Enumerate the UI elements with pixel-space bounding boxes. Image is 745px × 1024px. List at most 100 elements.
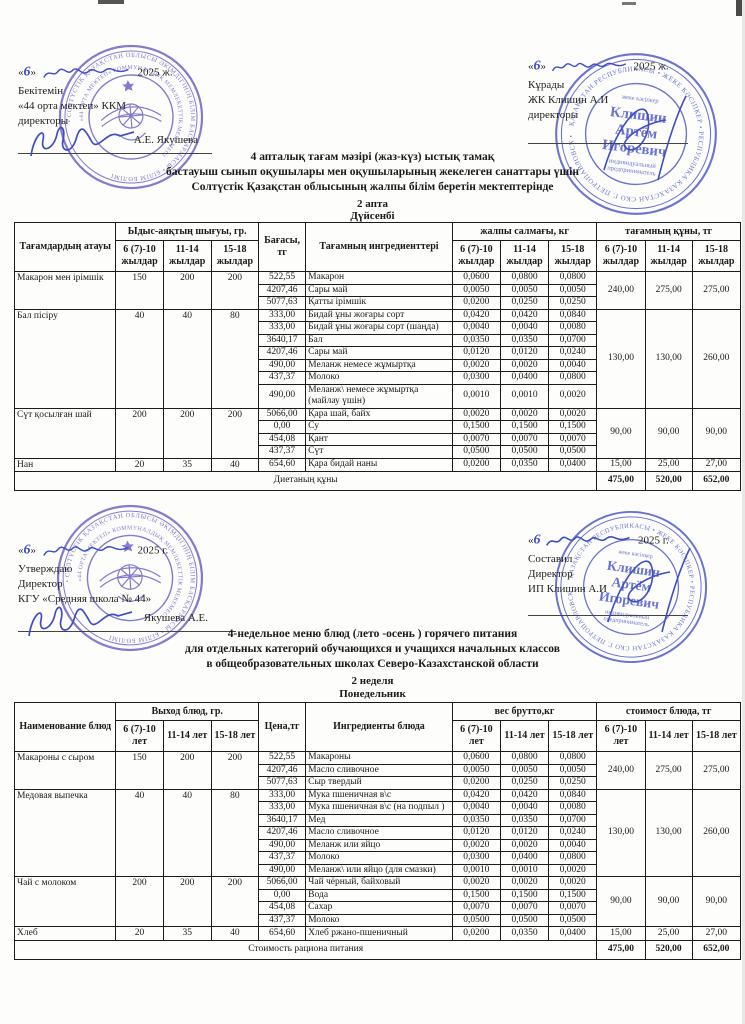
ru-title-line: для отдельных категорий обучающихся и уч…: [185, 643, 560, 655]
gross-weight: 0,0250: [499, 296, 550, 310]
ru-week-label: 2 неделя: [351, 675, 394, 687]
table-row: 3640,17 Мед 0,0350 0,0350 0,0700: [15, 813, 741, 827]
col-header-age-group: 15-18 лет: [210, 720, 259, 752]
ingredient-price: 3640,17: [257, 813, 307, 827]
ingredient-price: 522,55: [257, 271, 307, 285]
ingredient-price: 333,00: [257, 788, 307, 802]
table-row: 437,37 Молоко 0,0300 0,0400 0,0800: [15, 851, 741, 865]
col-header-output: Ыдыс-аяқтың шығуы, гр.: [115, 222, 259, 241]
scan-artifact: [742, 0, 745, 1024]
sign-line: Директор: [18, 578, 63, 590]
ingredient-name: Меланж\ немесе жұмыртқа (майлау үшін): [305, 383, 453, 409]
coat-of-arms-emblem: [99, 540, 162, 602]
gross-weight: 0,0010: [499, 863, 550, 877]
kk-day-label: Дүйсенбі: [350, 210, 395, 222]
portion-grams: 200: [210, 271, 259, 310]
table-row: 5077,63 Қатты ірімшік 0,0200 0,0250 0,0250: [15, 296, 741, 310]
portion-grams: 20: [115, 926, 164, 941]
gross-weight: 0,0800: [499, 751, 550, 765]
gross-weight: 0,0050: [499, 283, 550, 297]
table-row: 3640,17 Бал 0,0350 0,0350 0,0700: [15, 333, 741, 347]
dish-cost: 90,00: [596, 407, 646, 459]
gross-weight: 0,0350: [499, 813, 550, 827]
portion-grams: 200: [162, 407, 212, 459]
col-header-age-group: 15-18 жылдар: [548, 240, 598, 272]
portion-grams: 80: [210, 788, 259, 877]
dish-cost: 275,00: [691, 751, 742, 790]
col-header-age-group: 6 (7)-10 лет: [451, 720, 501, 752]
gross-weight: 0,0120: [451, 826, 501, 840]
ingredient-name: Молоко: [305, 913, 453, 927]
date-line: «6 2025 г.: [528, 532, 693, 550]
col-header-age-group: 15-18 лет: [548, 720, 598, 752]
col-header-age-group: 6 (7)-10 жылдар: [451, 240, 501, 272]
table-row: Макароны с сыром 150 200 200 522,55 Макароны 0…: [13, 751, 742, 790]
ingredient-name: Бидай ұны жоғары сорт (шаңда): [305, 321, 453, 335]
ingredient-price: 437,37: [257, 445, 307, 459]
quote: »: [30, 66, 37, 79]
portion-grams: 200: [115, 407, 164, 459]
handwritten-day: 6: [23, 542, 31, 558]
gross-weight: 0,0600: [451, 271, 501, 285]
gross-weight: 0,0350: [499, 333, 550, 347]
ingredient-price: 4207,46: [257, 826, 307, 840]
portion-grams: 40: [162, 788, 212, 877]
table-row: 490,00 Меланж или яйцо 0,0020 0,0020 0,0040: [15, 838, 741, 852]
gross-weight: 0,0600: [451, 751, 501, 765]
gross-weight: 0,0300: [451, 371, 501, 385]
quote: »: [540, 60, 547, 73]
col-header-output: Выход блюд, гр.: [115, 702, 259, 721]
gross-weight: 0,0070: [548, 432, 598, 446]
gross-weight: 0,0400: [548, 926, 598, 941]
gross-weight: 0,0040: [499, 321, 550, 335]
ingredient-price: 437,37: [257, 913, 307, 927]
scan-artifact: [736, 0, 745, 16]
gross-weight: 0,0350: [451, 333, 501, 347]
gross-weight: 0,0050: [548, 283, 598, 297]
gross-weight: 0,0500: [499, 913, 550, 927]
gross-weight: 0,0040: [499, 801, 550, 815]
ingredient-price: 437,37: [257, 851, 307, 865]
portion-grams: 200: [210, 876, 259, 927]
ingredient-price: 5066,00: [257, 407, 307, 421]
signature-line: [528, 127, 688, 144]
gross-weight: 0,1500: [451, 888, 501, 902]
dish-name: Нан: [13, 457, 117, 472]
gross-weight: 0,0500: [451, 913, 501, 927]
ingredient-name: Мука пшеничная в\с (на подпыл ): [305, 801, 453, 815]
ingredient-name: Меланж или яйцо: [305, 838, 453, 852]
gross-weight: 0,0020: [499, 358, 550, 372]
gross-weight: 0,0840: [548, 308, 598, 322]
gross-weight: 0,0400: [499, 851, 550, 865]
compiler-block-kk: «6» 2025 ж. Кұрады ЖК Клишин А.И директо…: [528, 58, 693, 144]
table-row: Сүт қосылған шай 200 200 200 5066,00 Қара шай…: [13, 407, 742, 459]
col-header-age-group: 6 (7)-10 лет: [115, 720, 164, 752]
gross-weight: 0,0300: [451, 851, 501, 865]
gross-weight: 0,0070: [499, 901, 550, 915]
gross-weight: 0,1500: [548, 420, 598, 434]
gross-weight: 0,0020: [548, 863, 598, 877]
gross-weight: 0,0200: [451, 296, 501, 310]
gross-weight: 0,0120: [451, 346, 501, 360]
gross-weight: 0,0840: [548, 788, 598, 802]
ingredient-name: Меланж\ или яйцо (для смазки): [305, 863, 453, 877]
kk-menu-table: Тағамдардың атауы Ыдыс-аяқтың шығуы, гр. Б…: [13, 222, 742, 491]
sign-line: ЖК Клишин А.И: [528, 94, 609, 106]
ration-cost-total: 652,00: [691, 471, 742, 491]
ingredient-name: Макароны: [305, 751, 453, 765]
col-header-gross-weight: вес брутто,кг: [451, 702, 598, 721]
col-header-age-group: 15-18 лет: [691, 720, 742, 752]
table-footer-row: Стоимость рациона питания 475,00 520,00 652…: [13, 939, 742, 960]
col-header-price: Бағасы, тг: [257, 222, 307, 272]
col-header-dish-name: Тағамдардың атауы: [13, 222, 117, 272]
ration-cost-total: 520,00: [644, 471, 693, 491]
gross-weight: 0,0120: [499, 346, 550, 360]
gross-weight: 0,0020: [499, 407, 550, 421]
scan-artifact: [622, 2, 636, 5]
gross-weight: 0,0120: [499, 826, 550, 840]
date-year: 2025 г.: [137, 544, 169, 557]
ingredient-price: 5077,63: [257, 776, 307, 790]
gross-weight: 0,0020: [451, 407, 501, 421]
gross-weight: 0,0250: [548, 776, 598, 790]
ingredient-name: Меланж немесе жұмыртқа: [305, 358, 453, 372]
